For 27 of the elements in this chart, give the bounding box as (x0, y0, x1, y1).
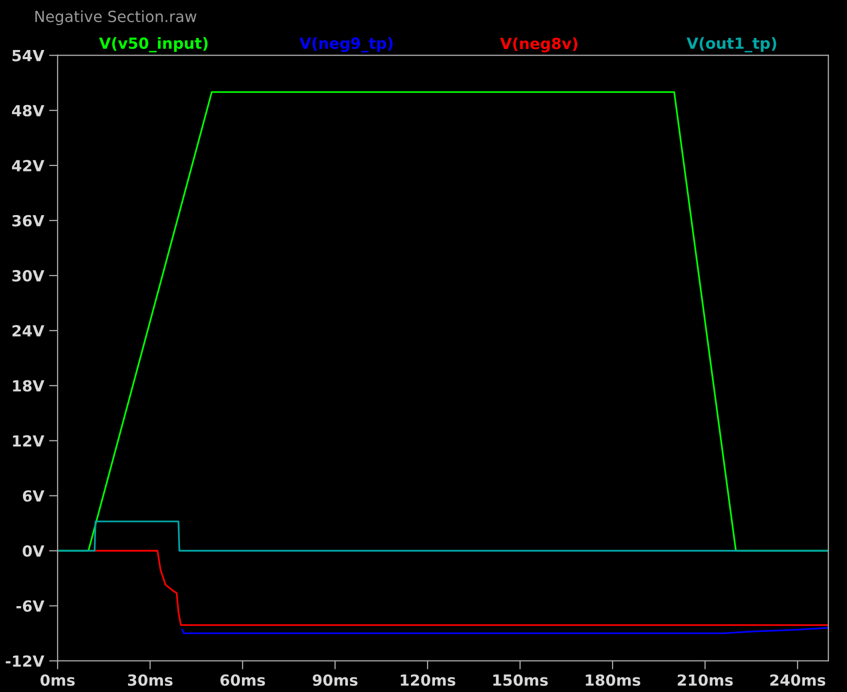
y-tick-label: 24V (12, 325, 44, 336)
x-tick-label: 90ms (312, 674, 358, 686)
y-tick-label: 18V (13, 380, 44, 392)
x-tick-label: 180ms (586, 674, 640, 686)
y-tick-label: -6V (16, 600, 44, 612)
y-tick-label: 6V (22, 490, 44, 502)
text: V(out1_tp) (686, 37, 776, 52)
chart-title: Negative Section.raw (35, 10, 196, 26)
y-tick-label: 36V (12, 214, 44, 227)
y-tick-label: -12V (6, 655, 44, 667)
y-tick-label: 48V (12, 104, 44, 116)
line-series (94, 550, 828, 626)
y-tick-label: 42V (12, 160, 44, 172)
x-tick-label: 120ms (400, 674, 456, 686)
x-tick-label: 60ms (220, 674, 265, 686)
x-tick-label: 210ms (678, 674, 733, 686)
x-tick-label: 30ms (128, 674, 172, 686)
x-tick-label: 150ms (493, 674, 548, 686)
y-tick-label: 54V (12, 50, 44, 62)
text: V(neg8v) (500, 37, 578, 52)
text: V(v50_input) (99, 37, 208, 52)
x-tick-label: 240ms (770, 674, 826, 686)
x-tick-label: 0ms (40, 674, 75, 686)
y-tick-label: 30V (12, 270, 44, 282)
y-tick-label: 12V (13, 435, 44, 446)
y-tick-label: 0V (22, 545, 44, 557)
text: V(neg9_tp) (299, 37, 393, 52)
